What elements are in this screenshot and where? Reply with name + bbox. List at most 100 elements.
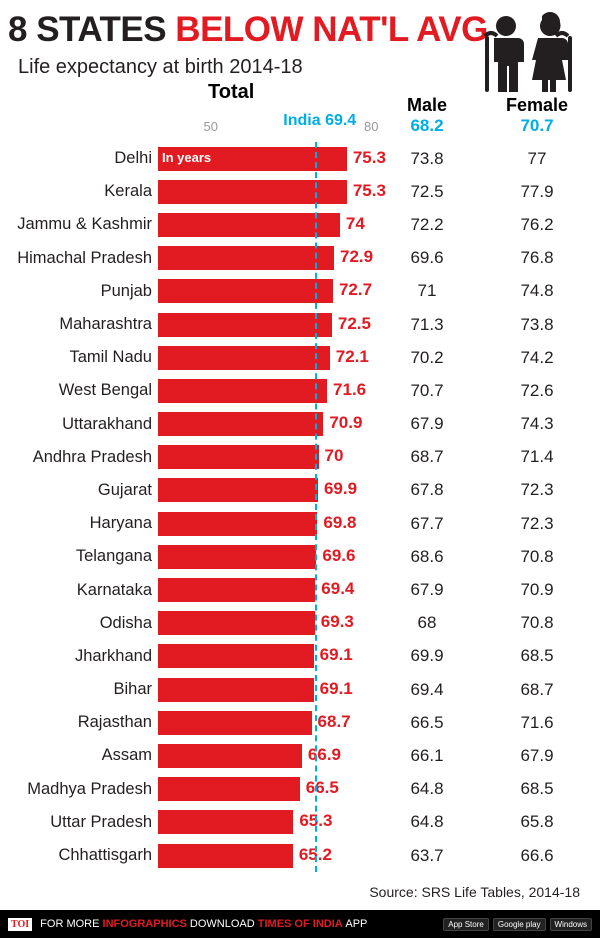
male-value: 69.4	[372, 680, 482, 700]
data-row: Delhi75.3In years73.877	[8, 142, 592, 175]
bar-value: 66.5	[306, 778, 339, 798]
axis-tick-50: 50	[204, 119, 218, 134]
male-value: 71.3	[372, 315, 482, 335]
india-male-value: 68.2	[372, 116, 482, 136]
female-value: 66.6	[482, 846, 592, 866]
state-label: Tamil Nadu	[8, 348, 158, 367]
female-value: 70.9	[482, 580, 592, 600]
male-value: 67.7	[372, 514, 482, 534]
bar: 69.8	[158, 512, 317, 536]
male-value: 67.9	[372, 580, 482, 600]
bar-cell: 75.3In years	[158, 147, 372, 171]
data-row: Andhra Pradesh7068.771.4	[8, 441, 592, 474]
female-value: 71.4	[482, 447, 592, 467]
data-row: Himachal Pradesh72.969.676.8	[8, 242, 592, 275]
female-value: 76.8	[482, 248, 592, 268]
data-row: Odisha69.36870.8	[8, 607, 592, 640]
female-value: 74.3	[482, 414, 592, 434]
bar: 69.6	[158, 545, 316, 569]
female-value: 68.7	[482, 680, 592, 700]
male-value: 66.1	[372, 746, 482, 766]
data-row: Gujarat69.967.872.3	[8, 474, 592, 507]
header-row: 50 India 69.4 80 Male 68.2 Female 70.7	[8, 108, 592, 136]
bar-cell: 66.9	[158, 744, 372, 768]
bar-value: 70.9	[329, 413, 362, 433]
data-row: Jammu & Kashmir7472.276.2	[8, 208, 592, 241]
bar: 72.9	[158, 246, 334, 270]
state-label: Bihar	[8, 680, 158, 699]
female-value: 70.8	[482, 613, 592, 633]
state-label: Rajasthan	[8, 713, 158, 732]
bar-cell: 75.3	[158, 180, 372, 204]
bar: 65.2	[158, 844, 293, 868]
bar-cell: 72.9	[158, 246, 372, 270]
headline-part2: BELOW NAT'L AVG	[175, 10, 488, 49]
male-header-label: Male	[372, 95, 482, 116]
bar-value: 72.9	[340, 247, 373, 267]
bar-cell: 69.9	[158, 478, 372, 502]
male-value: 66.5	[372, 713, 482, 733]
male-value: 72.2	[372, 215, 482, 235]
state-label: Gujarat	[8, 481, 158, 500]
bar: 74	[158, 213, 340, 237]
male-value: 64.8	[372, 779, 482, 799]
elderly-couple-icon	[472, 12, 582, 102]
female-value: 72.3	[482, 514, 592, 534]
data-row: Chhattisgarh65.263.766.6	[8, 839, 592, 872]
bar-cell: 70	[158, 445, 372, 469]
data-row: Karnataka69.467.970.9	[8, 573, 592, 606]
data-row: Jharkhand69.169.968.5	[8, 640, 592, 673]
bar-cell: 68.7	[158, 711, 372, 735]
app-store-badge: App Store	[443, 918, 489, 931]
state-label: Maharashtra	[8, 315, 158, 334]
bar-value: 69.1	[320, 645, 353, 665]
data-row: Haryana69.867.772.3	[8, 507, 592, 540]
female-value: 65.8	[482, 812, 592, 832]
bar-value: 74	[346, 214, 365, 234]
data-row: Rajasthan68.766.571.6	[8, 706, 592, 739]
state-label: West Bengal	[8, 381, 158, 400]
male-value: 63.7	[372, 846, 482, 866]
india-avg-label: India 69.4	[283, 112, 356, 130]
female-value: 71.6	[482, 713, 592, 733]
data-row: Bihar69.169.468.7	[8, 673, 592, 706]
female-value: 74.8	[482, 281, 592, 301]
male-value: 72.5	[372, 182, 482, 202]
google-play-badge: Google play	[493, 918, 546, 931]
state-label: Karnataka	[8, 581, 158, 600]
headline-part1: 8 STATES	[8, 10, 175, 49]
state-label: Punjab	[8, 282, 158, 301]
female-value: 77	[482, 149, 592, 169]
bar: 68.7	[158, 711, 312, 735]
female-value: 74.2	[482, 348, 592, 368]
bar: 72.1	[158, 346, 330, 370]
india-avg-line	[315, 142, 317, 872]
data-row: Uttarakhand70.967.974.3	[8, 408, 592, 441]
bar-cell: 69.1	[158, 678, 372, 702]
bar-value: 71.6	[333, 380, 366, 400]
bar-value: 68.7	[318, 712, 351, 732]
data-row: Assam66.966.167.9	[8, 739, 592, 772]
bar-cell: 72.1	[158, 346, 372, 370]
data-row: Kerala75.372.577.9	[8, 175, 592, 208]
male-value: 68.6	[372, 547, 482, 567]
data-rows: Delhi75.3In years73.877Kerala75.372.577.…	[8, 142, 592, 872]
state-label: Odisha	[8, 614, 158, 633]
state-label: Telangana	[8, 547, 158, 566]
male-value: 73.8	[372, 149, 482, 169]
india-female-value: 70.7	[482, 116, 592, 136]
female-header: Female 70.7	[482, 95, 592, 136]
state-label: Madhya Pradesh	[8, 780, 158, 799]
bar-value: 69.3	[321, 612, 354, 632]
state-label: Assam	[8, 746, 158, 765]
state-label: Kerala	[8, 182, 158, 201]
bar: 75.3	[158, 180, 347, 204]
data-row: Telangana69.668.670.8	[8, 540, 592, 573]
female-value: 76.2	[482, 215, 592, 235]
state-label: Delhi	[8, 149, 158, 168]
bar-cell: 69.6	[158, 545, 372, 569]
bar: 69.9	[158, 478, 318, 502]
female-value: 68.5	[482, 646, 592, 666]
state-label: Jharkhand	[8, 647, 158, 666]
female-value: 68.5	[482, 779, 592, 799]
